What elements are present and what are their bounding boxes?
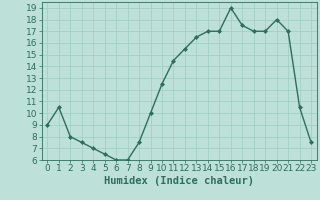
X-axis label: Humidex (Indice chaleur): Humidex (Indice chaleur) — [104, 176, 254, 186]
